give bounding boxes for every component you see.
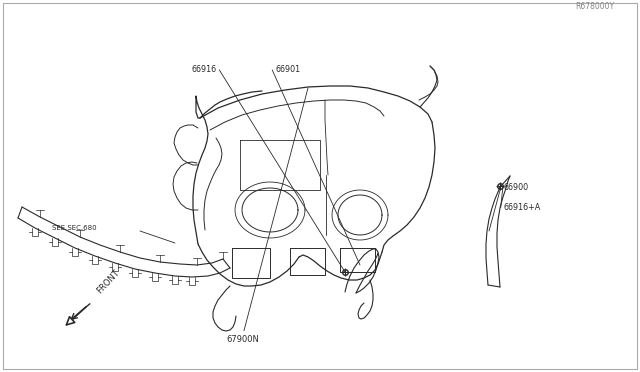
Text: SEE SEC.680: SEE SEC.680 [52, 225, 97, 231]
Text: 66900: 66900 [504, 183, 529, 192]
Text: 66901: 66901 [275, 65, 300, 74]
Text: 67900N: 67900N [226, 335, 259, 344]
Text: 66916: 66916 [191, 65, 216, 74]
Text: FRONT: FRONT [95, 268, 121, 295]
Text: R678000Y: R678000Y [575, 2, 614, 11]
Text: 66916+A: 66916+A [504, 203, 541, 212]
